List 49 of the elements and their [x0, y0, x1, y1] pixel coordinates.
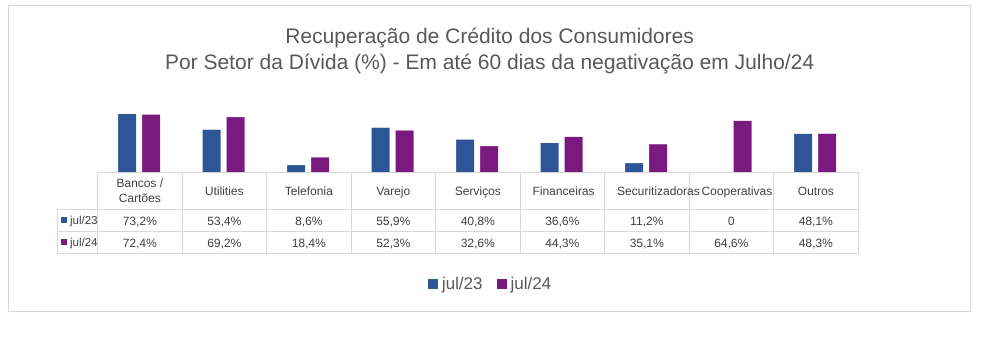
- data-label: 11,2%: [604, 210, 689, 232]
- x-tick-label: Outros: [796, 184, 835, 198]
- bar: [396, 130, 414, 172]
- chart-title: Recuperação de Crédito dos Consumidores: [284, 24, 695, 50]
- data-label: 35,1%: [604, 232, 689, 254]
- bar: [372, 128, 390, 172]
- data-label: 44,3%: [520, 232, 604, 254]
- chart-subtitle: Por Setor da Dívida (%) - Em até 60 dias da negativação em Julho/24: [164, 50, 815, 76]
- data-label: 72,4%: [98, 232, 182, 254]
- bar: [818, 134, 836, 172]
- data-label: 48,1%: [774, 210, 858, 232]
- data-label: 53,4%: [182, 210, 266, 232]
- data-label: 73,2%: [98, 210, 182, 232]
- bar: [287, 165, 306, 172]
- data-label: 55,9%: [351, 210, 436, 232]
- data-label: 64,6%: [689, 232, 774, 254]
- bar: [480, 146, 498, 172]
- bar: [456, 140, 474, 172]
- data-label: 52,3%: [351, 232, 436, 254]
- data-label: 18,4%: [266, 232, 351, 254]
- x-tick-label: Cooperativas: [702, 184, 772, 198]
- bar: [794, 134, 812, 172]
- x-tick-label: Varejo: [375, 184, 412, 198]
- legend-box: jul/23 jul/24: [9, 274, 970, 294]
- data-label: 8,6%: [266, 210, 351, 232]
- x-tick-label: Securitizadoras: [616, 184, 700, 198]
- data-label: 48,3%: [774, 232, 858, 254]
- bar: [625, 163, 644, 172]
- data-label: 36,6%: [520, 210, 604, 232]
- bar: [734, 120, 752, 172]
- data-label: 69,2%: [182, 232, 266, 254]
- bar: [118, 114, 136, 172]
- x-tick-label: Utilities: [204, 184, 245, 198]
- legend-label: jul/24: [58, 232, 98, 254]
- bar: [202, 130, 221, 172]
- data-label: 0: [689, 210, 774, 232]
- data-label: 32,6%: [436, 232, 520, 254]
- bar: [649, 144, 668, 172]
- x-tick-label: Financeiras: [532, 184, 596, 198]
- x-tick-label: Serviços: [454, 184, 502, 198]
- bar: [564, 136, 583, 172]
- bar: [226, 117, 245, 172]
- x-tick-label: Bancos / Cartões: [115, 176, 164, 206]
- bar: [311, 157, 330, 172]
- legend-label: jul/23: [58, 210, 98, 232]
- bar: [142, 114, 160, 172]
- data-label: 40,8%: [436, 210, 520, 232]
- bar: [540, 143, 559, 172]
- x-tick-label: Telefonia: [284, 184, 334, 198]
